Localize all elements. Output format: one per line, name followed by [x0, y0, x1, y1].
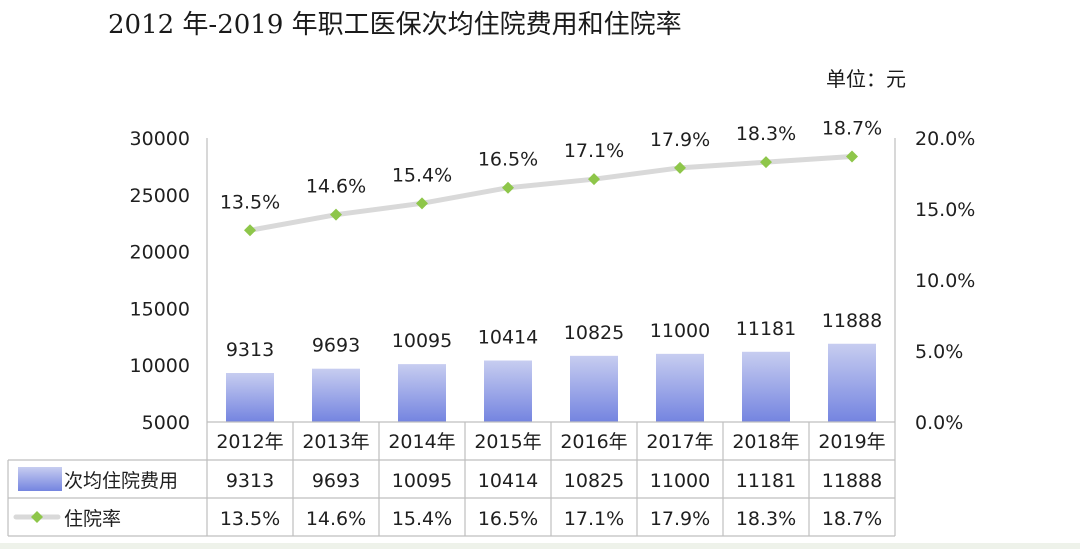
category-label: 2019年: [818, 431, 885, 453]
bar-value-label: 11181: [736, 318, 796, 340]
table-cell-rate: 17.9%: [650, 508, 710, 530]
line-value-label: 17.9%: [650, 129, 710, 151]
line-marker: [416, 197, 428, 210]
table-cell-cost: 9313: [226, 470, 274, 492]
bar: [570, 355, 618, 422]
bar: [398, 364, 446, 422]
category-label: 2016年: [560, 431, 627, 453]
line-marker: [674, 161, 686, 174]
left-tick-label: 5000: [142, 412, 190, 434]
bar: [828, 343, 876, 422]
left-tick-label: 10000: [130, 355, 190, 377]
category-label: 2014年: [388, 431, 455, 453]
left-tick-label: 25000: [130, 185, 190, 207]
table-cell-cost: 10414: [478, 470, 538, 492]
table-cell-cost: 10825: [564, 470, 624, 492]
category-label: 2012年: [216, 431, 283, 453]
line-value-label: 16.5%: [478, 149, 538, 171]
table-cell-cost: 11181: [736, 470, 796, 492]
data-table: 2012年 2013年 2014年 2015年 2016年 2017年 2018年 2019年…: [7, 421, 896, 537]
table-cell-cost: 9693: [312, 470, 360, 492]
left-tick-label: 20000: [130, 242, 190, 264]
line-marker: [244, 224, 256, 237]
line-value-label: 18.3%: [736, 123, 796, 145]
bar: [226, 373, 274, 422]
line-marker: [330, 208, 342, 221]
bottom-strip: [0, 543, 1080, 549]
table-cell-cost: 11000: [650, 470, 710, 492]
table-cell-cost: 10095: [392, 470, 452, 492]
bar-value-label: 11888: [822, 310, 882, 332]
category-label: 2013年: [302, 431, 369, 453]
table-cell-rate: 13.5%: [220, 508, 280, 530]
line-value-label: 15.4%: [392, 164, 452, 186]
legend-bar-swatch: [18, 467, 62, 491]
line-series: 13.5% 14.6% 15.4% 16.5% 17.1% 17.9% 18.3% 18.7%: [220, 117, 882, 237]
line-value-label: 18.7%: [822, 117, 882, 139]
table-cell-cost: 11888: [822, 470, 882, 492]
table-cell-rate: 15.4%: [392, 508, 452, 530]
unit-label: 单位：元: [826, 67, 906, 91]
bar-value-label: 9313: [226, 339, 274, 361]
bar: [312, 368, 360, 422]
right-tick-label: 15.0%: [915, 199, 975, 221]
table-cell-rate: 17.1%: [564, 508, 624, 530]
line-value-label: 17.1%: [564, 140, 624, 162]
legend-line-marker: [31, 511, 43, 523]
category-label: 2015年: [474, 431, 541, 453]
table-cell-rate: 16.5%: [478, 508, 538, 530]
line-marker: [846, 150, 858, 163]
right-tick-label: 10.0%: [915, 270, 975, 292]
left-tick-label: 30000: [130, 128, 190, 150]
category-label: 2018年: [732, 431, 799, 453]
left-y-axis: 30000 25000 20000 15000 10000 5000: [130, 128, 208, 434]
line-value-label: 14.6%: [306, 176, 366, 198]
table-cell-rate: 18.3%: [736, 508, 796, 530]
bar: [484, 360, 532, 422]
legend-bar-label: 次均住院费用: [64, 470, 178, 492]
bar-value-label: 9693: [312, 335, 360, 357]
bar-value-label: 10414: [478, 326, 538, 348]
bar: [656, 353, 704, 422]
line-marker: [760, 156, 772, 169]
bar: [742, 351, 790, 422]
bar-series: 9313 9693 10095 10414 10825 11000 11181 11888: [226, 310, 882, 422]
line-marker: [502, 181, 514, 194]
bar-value-label: 11000: [650, 320, 710, 342]
right-tick-label: 0.0%: [915, 412, 963, 434]
table-cell-rate: 18.7%: [822, 508, 882, 530]
right-tick-label: 5.0%: [915, 341, 963, 363]
legend-line-label: 住院率: [64, 508, 121, 530]
line-marker: [588, 173, 600, 186]
chart-title: 2012 年-2019 年职工医保次均住院费用和住院率: [108, 10, 682, 40]
left-tick-label: 15000: [130, 298, 190, 320]
table-cell-rate: 14.6%: [306, 508, 366, 530]
line-value-label: 13.5%: [220, 191, 280, 213]
right-tick-label: 20.0%: [915, 128, 975, 150]
bar-value-label: 10095: [392, 330, 452, 352]
right-y-axis: 20.0% 15.0% 10.0% 5.0% 0.0%: [894, 128, 975, 434]
rate-line: [247, 153, 855, 233]
category-label: 2017年: [646, 431, 713, 453]
bar-value-label: 10825: [564, 322, 624, 344]
